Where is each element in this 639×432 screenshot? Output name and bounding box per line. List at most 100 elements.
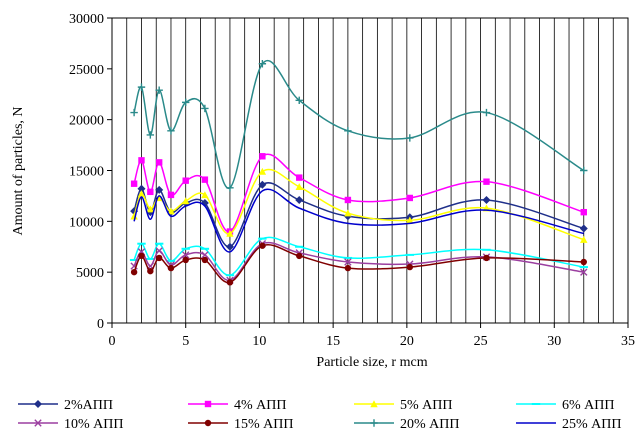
series-5 (130, 242, 587, 286)
series-3 (129, 236, 588, 277)
legend-label: 25% АПП (562, 417, 622, 432)
legend-item: 10% АПП (18, 417, 124, 432)
legend-label: 10% АПП (64, 417, 124, 432)
data-point (147, 267, 154, 275)
data-point (137, 184, 146, 193)
data-point (258, 180, 267, 189)
data-point (226, 184, 234, 192)
legend-swatch-marker (370, 419, 378, 427)
data-point (167, 191, 175, 199)
data-point (579, 224, 588, 233)
x-tick-label: 15 (326, 334, 340, 349)
data-point (482, 195, 491, 204)
legend-swatch-marker (34, 400, 42, 408)
data-point (296, 174, 303, 181)
data-point (167, 127, 175, 135)
legend-item: 5% АПП (354, 398, 453, 413)
data-point (225, 242, 234, 251)
data-point (201, 191, 209, 199)
x-tick-label: 20 (400, 334, 414, 349)
data-point (295, 195, 304, 204)
x-axis-title: Particle size, r mcm (316, 355, 427, 370)
data-point (258, 60, 267, 68)
legend-swatch-marker (34, 419, 42, 427)
data-point (155, 247, 163, 255)
x-tick-label: 25 (474, 334, 488, 349)
data-point (580, 235, 588, 243)
data-point (137, 83, 146, 91)
y-tick-label: 5000 (76, 266, 104, 281)
legend-swatch-marker (204, 400, 212, 408)
data-point (167, 207, 175, 215)
data-point (483, 178, 490, 185)
data-point (226, 229, 234, 237)
legend-item: 25% АПП (516, 417, 622, 432)
data-point (201, 176, 209, 183)
ticks-layer: 0 5 10 15 20 25 30 35 0 5000 10000 15000 20000 25000 3… (69, 12, 635, 349)
legend-label: 20% АПП (400, 417, 460, 432)
plot-area-border (111, 17, 629, 324)
data-point (406, 216, 414, 224)
data-point (130, 212, 138, 220)
grid-layer (126, 18, 614, 323)
legend: 2%АПП 4% АПП 5% АПП 6% АПП 10% АПП 15% АПП 20%… (18, 398, 622, 432)
series-2 (130, 167, 588, 243)
data-point (406, 194, 414, 202)
data-point (295, 183, 303, 190)
data-point (482, 108, 491, 117)
data-point (580, 208, 587, 216)
data-point (344, 264, 352, 272)
legend-item: 6% АПП (516, 398, 615, 413)
data-point (580, 166, 588, 175)
y-tick-label: 0 (97, 317, 104, 332)
data-point (344, 196, 352, 204)
y-tick-label: 10000 (69, 215, 104, 230)
data-point (344, 258, 352, 266)
series-line (133, 168, 585, 241)
series-1 (130, 153, 587, 235)
series-line (133, 236, 584, 276)
data-point (406, 263, 414, 271)
data-point (295, 96, 303, 105)
legend-label: 6% АПП (562, 398, 615, 413)
data-point (182, 256, 189, 264)
data-point (580, 258, 587, 266)
data-point (155, 185, 164, 194)
data-point (259, 153, 266, 160)
data-point (201, 256, 209, 264)
data-point (146, 131, 155, 139)
x-tick-label: 10 (252, 334, 266, 349)
legend-label: 5% АПП (400, 398, 453, 413)
data-point (130, 268, 138, 276)
x-tick-label: 5 (182, 334, 189, 349)
x-tick-label: 35 (621, 334, 635, 349)
series-6 (130, 60, 588, 192)
data-point (146, 205, 155, 213)
y-tick-label: 25000 (69, 63, 104, 78)
data-point (147, 188, 154, 196)
data-point (201, 104, 209, 113)
data-point (259, 242, 266, 249)
data-point (344, 127, 352, 135)
series-line (133, 188, 584, 253)
data-point (296, 252, 303, 260)
series-7 (133, 188, 584, 253)
axes-layer (111, 17, 629, 324)
data-point (138, 252, 145, 260)
legend-swatch-marker (204, 419, 212, 427)
y-tick-label: 30000 (69, 12, 104, 27)
legend-item: 2%АПП (18, 398, 113, 413)
legend-item: 20% АПП (354, 417, 460, 432)
data-point (130, 180, 138, 187)
series-line (133, 60, 585, 189)
data-point (406, 134, 414, 142)
data-point (155, 254, 163, 262)
legend-swatch-marker (370, 400, 378, 408)
data-point (580, 268, 588, 276)
y-tick-label: 20000 (69, 114, 104, 129)
data-point (344, 209, 352, 217)
data-point (167, 264, 175, 272)
data-point (182, 197, 190, 205)
series-layer (129, 60, 588, 286)
